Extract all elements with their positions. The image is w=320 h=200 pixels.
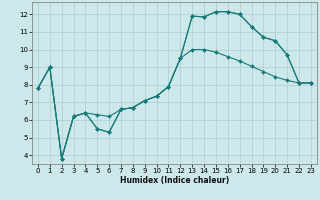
X-axis label: Humidex (Indice chaleur): Humidex (Indice chaleur): [120, 176, 229, 185]
